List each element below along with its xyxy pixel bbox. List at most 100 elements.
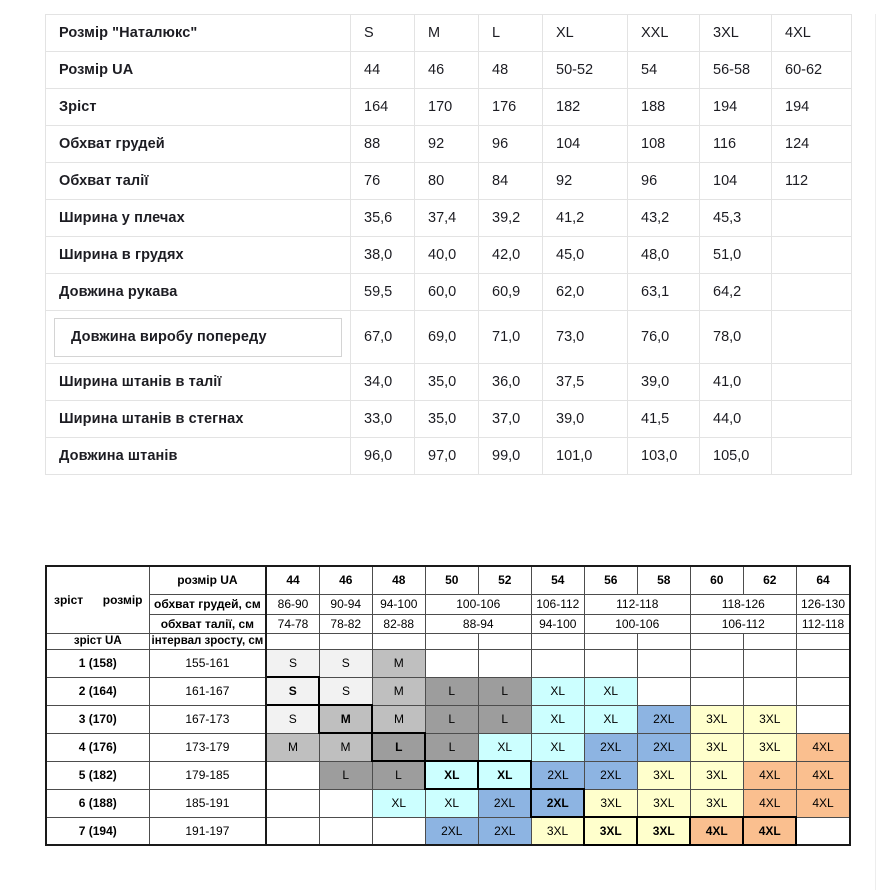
measurement-row: Зріст 164 170 176 182 188 194 194	[45, 88, 852, 126]
size-cell: L	[318, 760, 373, 790]
measurement-value: 80	[414, 162, 479, 200]
measurement-value: 41,0	[699, 363, 772, 401]
measurement-value	[771, 199, 852, 237]
measurement-value: 124	[771, 125, 852, 163]
matrix-row: 4 (176) 173-179 M M L L XL XL 2XL 2XL 3XL 3XL 4XL	[45, 732, 851, 762]
size-cell: L	[424, 704, 479, 734]
measurement-label: Ширина штанів в стегнах	[45, 400, 351, 438]
size-cell: 3XL	[583, 816, 639, 846]
measurement-value	[771, 400, 852, 438]
measurement-value: 194	[771, 88, 852, 126]
measurement-value: 54	[627, 51, 700, 89]
measurement-value: 116	[699, 125, 772, 163]
matrix-row: 2 (164) 161-167 S S M L L XL XL	[45, 676, 851, 706]
size-measurements-body: Розмір "Наталюкс" S M L XL XXL 3XL 4XL Розмір UA…	[45, 14, 852, 475]
size-cell: 2XL	[424, 816, 479, 846]
measurement-value: 176	[478, 88, 543, 126]
measurement-value: 51,0	[699, 236, 772, 274]
size-cell: L	[424, 732, 479, 762]
size-cell: S	[265, 704, 320, 734]
empty-header-cell	[424, 632, 479, 650]
size-cell: XL	[477, 760, 533, 790]
size-cell: 4XL	[795, 732, 851, 762]
waist-range-cell: 78-82	[318, 613, 373, 634]
size-cell: 4XL	[795, 760, 851, 790]
size-cell: XL	[530, 704, 585, 734]
measurement-row: Ширина у плечах 35,6 37,4 39,2 41,2 43,2 45,3	[45, 199, 852, 237]
measurement-value: 39,0	[542, 400, 628, 438]
measurement-value: 44	[350, 51, 415, 89]
measurement-value: 43,2	[627, 199, 700, 237]
empty-header-cell	[477, 632, 532, 650]
size-cell: 4XL	[742, 788, 797, 818]
empty-header-cell	[583, 632, 638, 650]
interval-cell: 185-191	[148, 788, 268, 818]
waist-range-cell: 112-118	[795, 613, 851, 634]
measurement-value: 164	[350, 88, 415, 126]
measurement-value: 60,9	[478, 273, 543, 311]
size-cell: 2XL	[583, 732, 638, 762]
measurement-value: 39,2	[478, 199, 543, 237]
matrix-corner-cell: зріст розмір	[45, 565, 150, 634]
size-cell: 3XL	[742, 732, 797, 762]
measurement-value: 96,0	[350, 437, 415, 475]
size-cell	[265, 788, 320, 818]
size-cell: XL	[583, 704, 638, 734]
size-cell: 2XL	[530, 760, 585, 790]
size-cell: XL	[583, 676, 638, 706]
size-cell	[795, 816, 851, 846]
interval-cell: 155-161	[148, 648, 268, 678]
matrix-header-sizes-row: зріст розмір розмір UA 44 46 48 50 52 54 56 58 60 62…	[45, 565, 851, 634]
measurement-value: 50-52	[542, 51, 628, 89]
interval-cell: 161-167	[148, 676, 268, 706]
measurement-value: 45,0	[542, 236, 628, 274]
measurement-row: Довжина штанів 96,0 97,0 99,0 101,0 103,0 105,…	[45, 437, 852, 475]
height-col-header: зріст UA	[45, 632, 150, 650]
measurement-value: 4XL	[771, 14, 852, 52]
measurement-value: 188	[627, 88, 700, 126]
measurement-value: 71,0	[478, 310, 543, 364]
measurement-row: Обхват грудей 88 92 96 104 108 116 124	[45, 125, 852, 163]
waist-range-cell: 94-100	[530, 613, 585, 634]
size-cell: L	[424, 676, 479, 706]
size-cell: 4XL	[795, 788, 851, 818]
measurement-label: Довжина виробу попереду	[45, 310, 351, 364]
waist-range-cell: 82-88	[371, 613, 426, 634]
measurement-value: 48,0	[627, 236, 700, 274]
measurement-value: 44,0	[699, 400, 772, 438]
measurement-row: Довжина рукава 59,5 60,0 60,9 62,0 63,1 64,2	[45, 273, 852, 311]
size-measurements-table: Розмір "Наталюкс" S M L XL XXL 3XL 4XL Розмір UA…	[45, 14, 852, 475]
height-row-label: 2 (164)	[45, 676, 150, 706]
measurement-label: Обхват грудей	[45, 125, 351, 163]
size-cell	[318, 816, 373, 846]
empty-header-cell	[636, 632, 691, 650]
measurement-value: M	[414, 14, 479, 52]
size-column-header: 46	[318, 565, 373, 595]
height-row-label: 5 (182)	[45, 760, 150, 790]
size-cell: 2XL	[636, 732, 691, 762]
size-cell: 3XL	[636, 760, 691, 790]
size-axis-label: розмір	[102, 592, 143, 607]
measurement-value: 34,0	[350, 363, 415, 401]
measurement-value: 35,0	[414, 400, 479, 438]
measurement-value: 104	[542, 125, 628, 163]
matrix-row: 6 (188) 185-191 XL XL 2XL 2XL 3XL 3XL 3XL 4XL 4XL	[45, 788, 851, 818]
measurement-value: 99,0	[478, 437, 543, 475]
size-cell	[583, 648, 638, 678]
chest-range-cell: 126-130	[795, 593, 851, 615]
size-cell: M	[371, 704, 426, 734]
measurement-label: Обхват талії	[45, 162, 351, 200]
size-cell	[265, 816, 320, 846]
matrix-row: 5 (182) 179-185 L L XL XL 2XL 2XL 3XL 3XL 4XL 4XL	[45, 760, 851, 790]
measurement-value: 33,0	[350, 400, 415, 438]
size-cell: 4XL	[689, 816, 745, 846]
size-cell	[424, 648, 479, 678]
size-cell: 4XL	[742, 816, 798, 846]
size-cell	[530, 648, 585, 678]
chest-range-cell: 94-100	[371, 593, 426, 615]
waist-range-cell: 100-106	[583, 613, 691, 634]
measurement-value: 105,0	[699, 437, 772, 475]
measurement-value: 103,0	[627, 437, 700, 475]
measurement-value: 97,0	[414, 437, 479, 475]
measurement-value: 96	[478, 125, 543, 163]
